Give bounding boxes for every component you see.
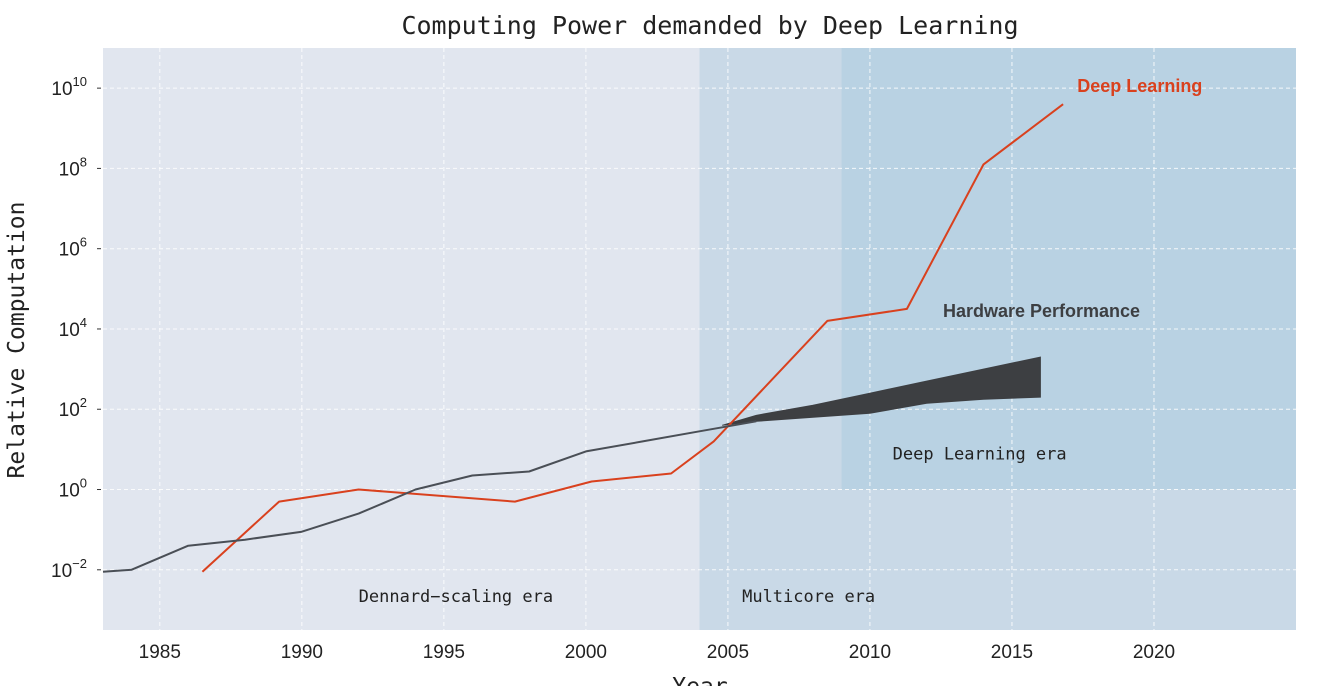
series-label-0: Deep Learning [1077,76,1202,96]
series-lines [102,103,1064,573]
y-tick-label: 104 [59,315,87,341]
x-tick-label: 2010 [849,642,891,663]
y-tick-label: 10−2 [51,556,87,582]
chart-title: Computing Power demanded by Deep Learnin… [401,11,1018,40]
x-tick-label: 1985 [139,642,181,663]
y-axis-label: Relative Computation [4,202,30,479]
x-tick-label: 1990 [281,642,323,663]
y-tick-exponent: −2 [72,556,87,571]
annotations: Dennard−scaling era Multicore era Deep Lea… [359,76,1203,607]
y-tick-exponent: 4 [80,315,87,330]
y-tick-label: 100 [59,476,87,502]
y-tick-label: 106 [59,235,87,261]
era-region-2 [841,48,1296,490]
hardware-performance-label: Hardware Performance [943,301,1140,321]
era-label-0: Dennard−scaling era [359,587,553,607]
series-line-1 [102,420,757,573]
y-tick-base: 10 [59,400,80,421]
y-tick-base: 10 [59,481,80,502]
hardware-performance-band [722,356,1041,426]
hardware-performance-band-shape [722,356,1041,426]
x-axis-ticks: 1985 1990 1995 2000 2005 2010 2015 2020 [139,642,1175,663]
x-tick-label: 1995 [423,642,465,663]
x-tick-label: 2005 [707,642,749,663]
x-axis-label: Year [672,674,727,686]
y-tick-exponent: 2 [80,395,87,410]
x-tick-label: 2015 [991,642,1033,663]
grid-lines [103,48,1296,630]
era-regions [103,48,1296,630]
y-tick-base: 10 [59,240,80,261]
era-label-2: Deep Learning era [893,444,1067,464]
x-tick-label: 2000 [565,642,607,663]
y-tick-exponent: 0 [80,476,87,491]
y-tick-label: 108 [59,154,87,180]
era-label-1: Multicore era [742,587,875,607]
series-line-0 [201,103,1064,573]
y-tick-exponent: 8 [80,154,87,169]
y-tick-label: 1010 [51,74,87,100]
y-tick-base: 10 [59,159,80,180]
x-tick-label: 2020 [1133,642,1175,663]
y-tick-base: 10 [51,561,72,582]
era-region-0 [103,48,700,630]
y-tick-exponent: 6 [80,235,87,250]
y-tick-base: 10 [51,79,72,100]
y-tick-exponent: 10 [73,74,87,89]
y-tick-base: 10 [59,320,80,341]
y-tick-label: 102 [59,395,87,421]
